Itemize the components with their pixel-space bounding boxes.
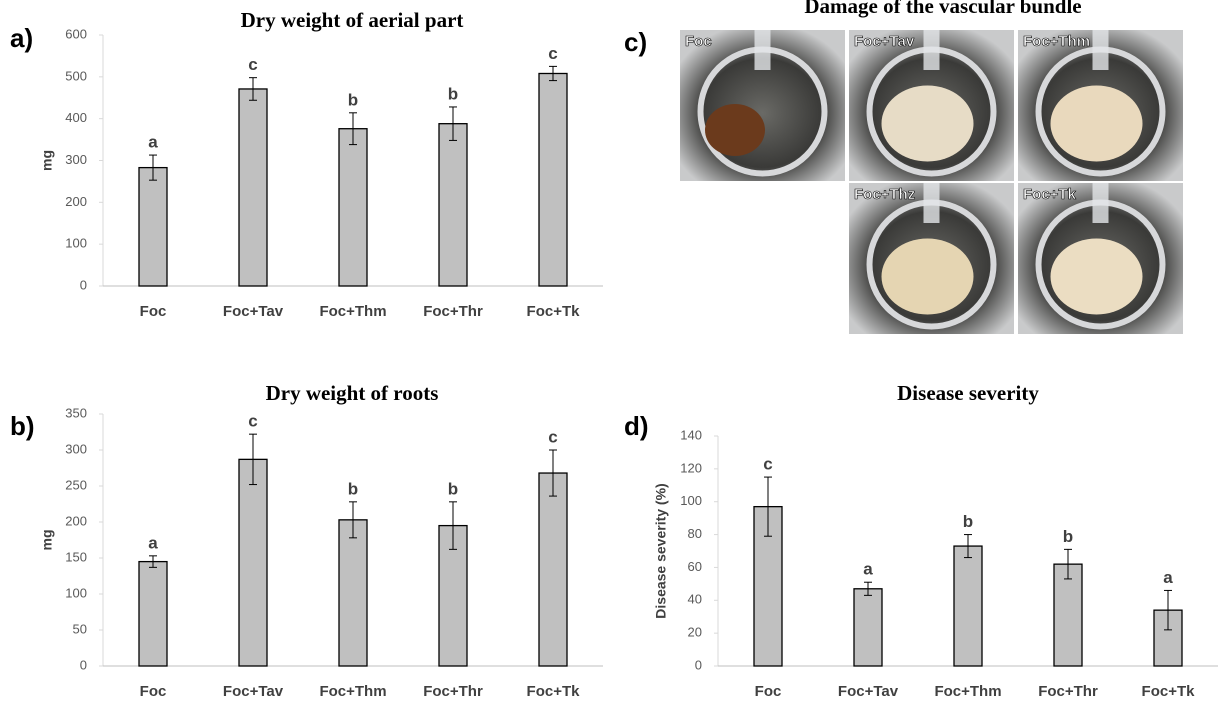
tissue [1051, 239, 1143, 315]
bar [239, 459, 267, 666]
panel-label: c) [624, 27, 647, 57]
y-tick-label: 200 [65, 513, 87, 528]
significance-letter: b [448, 479, 458, 498]
y-axis-label: Disease severity (%) [653, 483, 669, 618]
y-tick-label: 20 [688, 625, 702, 640]
x-tick-label: Foc+Tk [527, 683, 581, 700]
significance-letter: a [148, 533, 158, 552]
bar [539, 73, 567, 286]
x-tick-label: Foc [755, 683, 782, 700]
pipette [1093, 183, 1109, 223]
significance-letter: b [963, 512, 973, 531]
x-tick-label: Foc [140, 303, 167, 320]
significance-letter: b [1063, 527, 1073, 546]
x-tick-label: Foc+Thr [1038, 683, 1098, 700]
y-axis-label: mg [39, 150, 55, 171]
photo-label: Foc+Thm [1023, 33, 1090, 50]
y-tick-label: 100 [65, 585, 87, 600]
bar [954, 546, 982, 666]
tissue [882, 239, 974, 315]
y-tick-label: 250 [65, 477, 87, 492]
x-tick-label: Foc+Thm [319, 303, 386, 320]
significance-letter: a [148, 133, 158, 152]
y-tick-label: 80 [688, 526, 702, 541]
y-tick-label: 300 [65, 152, 87, 167]
photo-label: Foc [685, 33, 712, 50]
y-tick-label: 350 [65, 405, 87, 420]
pipette [924, 30, 940, 70]
y-tick-label: 60 [688, 559, 702, 574]
x-tick-label: Foc+Tk [1142, 683, 1196, 700]
y-tick-label: 100 [680, 493, 702, 508]
pipette [1093, 30, 1109, 70]
y-tick-label: 400 [65, 110, 87, 125]
x-tick-label: Foc+Thm [319, 683, 386, 700]
bar [339, 520, 367, 666]
y-tick-label: 0 [80, 277, 87, 292]
y-tick-label: 50 [73, 621, 87, 636]
x-tick-label: Foc+Tk [527, 303, 581, 320]
significance-letter: b [448, 84, 458, 103]
significance-letter: c [548, 427, 557, 446]
panel-label: d) [624, 411, 649, 441]
chart-title: Dry weight of roots [266, 381, 439, 405]
significance-letter: b [348, 90, 358, 109]
y-tick-label: 0 [80, 657, 87, 672]
y-tick-label: 600 [65, 26, 87, 41]
bar [339, 129, 367, 286]
significance-letter: c [248, 412, 257, 431]
bar [539, 473, 567, 666]
figure: Dry weight of aerial parta)mg01002003004… [0, 0, 1221, 704]
y-tick-label: 40 [688, 592, 702, 607]
significance-letter: c [548, 44, 557, 63]
significance-letter: a [863, 560, 873, 579]
bar [139, 562, 167, 666]
x-tick-label: Foc+Tav [223, 683, 284, 700]
y-axis-label: mg [39, 530, 55, 551]
y-tick-label: 0 [695, 657, 702, 672]
panel-label: b) [10, 411, 35, 441]
y-tick-label: 120 [680, 460, 702, 475]
x-tick-label: Foc+Thm [934, 683, 1001, 700]
x-tick-label: Foc+Thr [423, 303, 483, 320]
y-tick-label: 300 [65, 441, 87, 456]
pipette [755, 30, 771, 70]
bar [239, 89, 267, 286]
photo-label: Foc+Tk [1023, 186, 1077, 203]
x-tick-label: Foc+Tav [223, 303, 284, 320]
tissue [705, 104, 765, 156]
pipette [924, 183, 940, 223]
x-tick-label: Foc+Tav [838, 683, 899, 700]
bar [139, 168, 167, 286]
x-tick-label: Foc [140, 683, 167, 700]
photo-title: Damage of the vascular bundle [804, 0, 1081, 18]
x-tick-label: Foc+Thr [423, 683, 483, 700]
bar [854, 589, 882, 666]
panel-label: a) [10, 23, 33, 53]
y-tick-label: 150 [65, 549, 87, 564]
tissue [882, 86, 974, 162]
chart-title: Disease severity [897, 381, 1039, 405]
significance-letter: c [763, 455, 772, 474]
y-tick-label: 140 [680, 427, 702, 442]
significance-letter: c [248, 55, 257, 74]
photo-label: Foc+Tav [854, 33, 915, 50]
y-tick-label: 500 [65, 68, 87, 83]
y-tick-label: 100 [65, 236, 87, 251]
tissue [1051, 86, 1143, 162]
significance-letter: b [348, 479, 358, 498]
significance-letter: a [1163, 568, 1173, 587]
chart-title: Dry weight of aerial part [241, 8, 464, 32]
y-tick-label: 200 [65, 194, 87, 209]
bar [439, 124, 467, 286]
photo-label: Foc+Thz [854, 186, 915, 203]
